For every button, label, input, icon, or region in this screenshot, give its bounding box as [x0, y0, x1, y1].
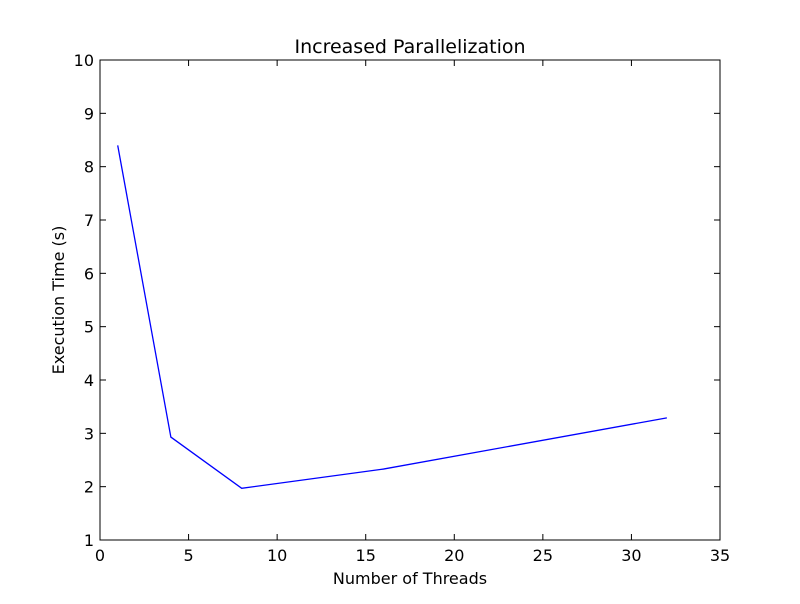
y-tick-label: 10: [74, 51, 94, 70]
x-tick-label: 30: [621, 546, 641, 565]
plot-area-frame: [99, 59, 721, 541]
x-tick-label: 5: [183, 546, 193, 565]
ticks-layer: 0 5 10 15 20 25 30 35 1 2 3 4 5 6 7 8 9 10: [74, 51, 731, 565]
y-tick-label: 3: [84, 424, 94, 443]
series-layer: [117, 145, 667, 489]
y-axis-label: Execution Time (s): [49, 226, 68, 375]
y-tick-label: 8: [84, 158, 94, 177]
x-tick-label: 15: [356, 546, 376, 565]
y-tick-label: 1: [84, 531, 94, 550]
chart-title: Increased Parallelization: [294, 36, 525, 58]
y-tick-label: 4: [84, 371, 94, 390]
y-tick-label: 6: [84, 264, 94, 283]
x-tick-label: 0: [95, 546, 105, 565]
series-line: [117, 145, 667, 489]
x-tick-label: 20: [444, 546, 464, 565]
y-tick-label: 9: [84, 104, 94, 123]
x-tick-label: 35: [710, 546, 730, 565]
x-tick-label: 25: [533, 546, 553, 565]
x-axis-label: Number of Threads: [333, 569, 487, 588]
y-tick-label: 2: [84, 478, 94, 497]
y-tick-label: 7: [84, 211, 94, 230]
x-tick-label: 10: [267, 546, 287, 565]
y-tick-label: 5: [84, 318, 94, 337]
